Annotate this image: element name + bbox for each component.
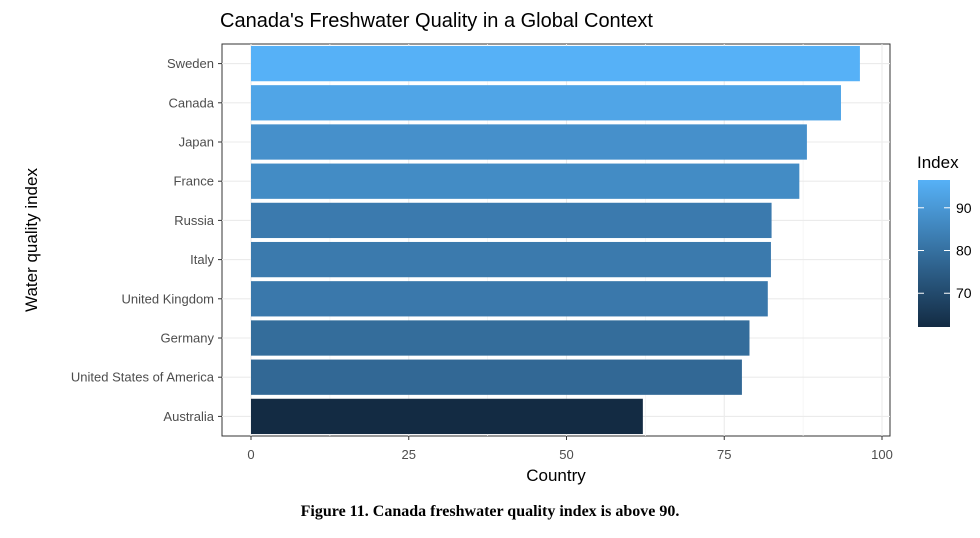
- x-tick-label: 75: [717, 447, 731, 462]
- figure-caption: Figure 11. Canada freshwater quality ind…: [300, 503, 680, 520]
- y-tick-label: United States of America: [71, 370, 215, 385]
- y-tick-label: Sweden: [167, 56, 214, 71]
- chart: Canada's Freshwater Quality in a Global …: [22, 10, 972, 485]
- x-axis-ticks: 0 25 50 75 100: [247, 436, 893, 462]
- y-tick-label: Russia: [174, 213, 215, 228]
- colorbar-tick-label: 90: [956, 200, 972, 216]
- legend: Index 70 80 90: [917, 153, 972, 327]
- x-tick-label: 100: [871, 447, 893, 462]
- y-axis-label: Water quality index: [22, 168, 41, 312]
- y-tick-label: Italy: [190, 252, 214, 267]
- chart-title: Canada's Freshwater Quality in a Global …: [220, 10, 653, 32]
- bar: [251, 320, 750, 356]
- bar: [251, 202, 772, 239]
- x-tick-label: 25: [402, 447, 416, 462]
- y-tick-label: Australia: [163, 409, 214, 424]
- y-tick-label: Canada: [168, 95, 214, 110]
- y-tick-label: Germany: [161, 331, 215, 346]
- bar: [251, 359, 742, 395]
- x-tick-label: 50: [559, 447, 573, 462]
- bar: [251, 85, 841, 121]
- bar: [251, 45, 860, 82]
- y-tick-label: Japan: [179, 135, 214, 150]
- y-tick-label: France: [174, 174, 214, 189]
- bar: [251, 163, 800, 199]
- bar: [251, 398, 643, 435]
- colorbar: [918, 180, 950, 327]
- bar: [251, 241, 771, 278]
- colorbar-tick-label: 70: [956, 285, 972, 301]
- y-tick-label: United Kingdom: [122, 291, 215, 306]
- bar: [251, 281, 768, 317]
- x-axis-label: Country: [526, 466, 586, 485]
- bars: [251, 45, 860, 435]
- colorbar-tick-label: 80: [956, 243, 972, 259]
- bar: [251, 124, 807, 160]
- legend-title: Index: [917, 153, 959, 172]
- y-axis-ticks: Sweden Canada Japan France Russia Italy United…: [71, 56, 222, 424]
- x-tick-label: 0: [247, 447, 254, 462]
